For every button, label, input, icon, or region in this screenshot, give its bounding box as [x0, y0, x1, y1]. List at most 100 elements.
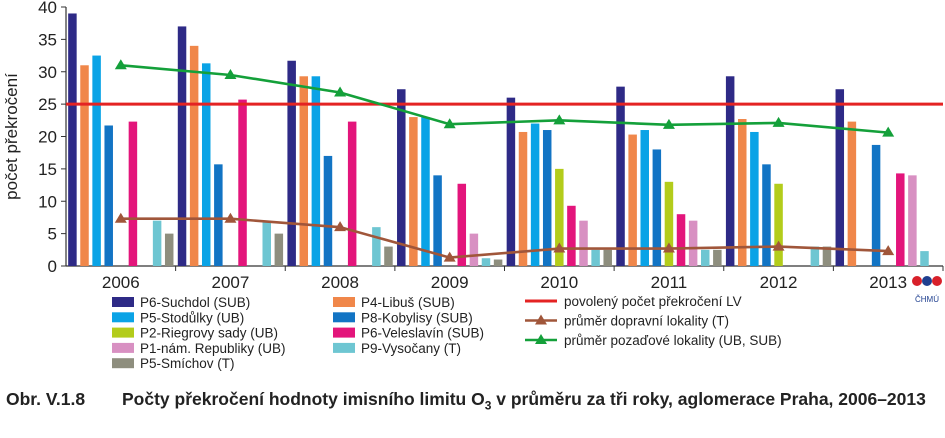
legend-swatch-p4-libus-sub: [333, 297, 355, 307]
bar-p6-veleslavin-sub-2010: [567, 205, 576, 266]
legend-swatch-p2-riegrovy-sady-ub: [112, 327, 134, 338]
chart: 0 5 10 15 20 25 30 35 40 2006 2007 2008 2009 2010 2011…: [2, 0, 944, 371]
bar-p8-kobylisy-sub-2007: [214, 164, 223, 266]
bar-p8-kobylisy-sub-2006: [104, 125, 113, 267]
bar-p5-smichov-t-2009: [493, 259, 503, 266]
bar-p5-smichov-t-2008: [384, 246, 393, 266]
bar-p5-stodulky-ub-2009: [421, 117, 430, 266]
bar-p5-stodulky-ub-2007: [201, 63, 211, 266]
bar-p6-veleslavin-sub-2011: [676, 214, 686, 266]
bar-p9-vysocany-t-2009: [481, 258, 491, 266]
bar-p4-libus-sub-2006: [80, 65, 89, 267]
bar-p5-smichov-t-2011: [713, 249, 722, 266]
bar-p5-stodulky-ub-2006: [92, 55, 101, 266]
chmu-logo: ČHMÚ: [912, 276, 942, 304]
y-tick-label: 25: [38, 95, 57, 114]
bar-p5-smichov-t-2006: [164, 233, 174, 266]
legend-label-p5-smichov-t: P5-Smíchov (T): [140, 356, 235, 371]
y-tick-label: 35: [38, 30, 57, 49]
caption-label: Obr. V.1.8: [6, 389, 86, 409]
series-lines: [66, 59, 943, 262]
bar-p4-libus-sub-2012: [738, 119, 747, 266]
x-tick-label: 2010: [540, 273, 578, 292]
marker-prumer-dopravni-lokality-t: [882, 245, 895, 256]
bars: [68, 13, 929, 267]
legend-label-prumer-dopravni-lokality-t: průměr dopravní lokality (T): [564, 314, 729, 329]
marker-prumer-pozadove-lokality-ub-sub: [443, 118, 456, 129]
y-tick-label: 30: [38, 63, 57, 82]
legend-swatch-p1-nam-republiky-ub: [112, 342, 134, 353]
bar-p4-libus-sub-2010: [518, 131, 528, 266]
bar-p6-suchdol-sub-2006: [68, 13, 77, 266]
y-tick-label: 15: [38, 160, 57, 179]
x-tick-label: 2013: [869, 273, 907, 292]
legend-marker-prumer-pozadove-lokality-ub-sub: [535, 334, 547, 344]
bar-p6-suchdol-sub-2009: [397, 89, 406, 266]
legend-marker-prumer-dopravni-lokality-t: [535, 314, 547, 325]
bar-p8-kobylisy-sub-2012: [762, 164, 771, 266]
bar-p2-riegrovy-sady-ub-2011: [664, 181, 674, 266]
marker-prumer-dopravni-lokality-t: [224, 212, 237, 223]
legend-label-p1-nam-republiky-ub: P1-nám. Republiky (UB): [140, 341, 286, 356]
legend-label-prumer-pozadove-lokality-ub-sub: průměr pozaďové lokality (UB, SUB): [564, 333, 782, 348]
marker-prumer-dopravni-lokality-t: [443, 251, 456, 262]
y-tick-label: 5: [48, 225, 57, 244]
marker-prumer-pozadove-lokality-ub-sub: [772, 116, 785, 127]
marker-prumer-dopravni-lokality-t: [334, 221, 347, 232]
x-tick-label: 2007: [212, 273, 250, 292]
bar-p8-kobylisy-sub-2009: [433, 175, 442, 266]
bar-p6-veleslavin-sub-2008: [347, 121, 357, 266]
marker-prumer-pozadove-lokality-ub-sub: [553, 114, 566, 125]
legend-label-p5-stodulky-ub: P5-Stodůlky (UB): [140, 310, 244, 325]
bar-p1-nam-republiky-ub-2011: [688, 220, 698, 266]
x-tick-label: 2009: [431, 273, 469, 292]
bar-p9-vysocany-t-2008: [372, 227, 381, 266]
bar-p8-kobylisy-sub-2008: [323, 155, 333, 266]
legend-label-p8-kobylisy-sub: P8-Kobylisy (SUB): [361, 310, 473, 325]
legend-label-p6-suchdol-sub: P6-Suchdol (SUB): [140, 295, 250, 310]
bar-p9-vysocany-t-2006: [152, 220, 162, 266]
legend-swatch-p9-vysocany-t: [333, 342, 355, 353]
figure-caption: Obr. V.1.8 Počty překročení hodnoty imis…: [6, 389, 926, 416]
bar-p9-vysocany-t-2010: [591, 249, 600, 266]
marker-prumer-dopravni-lokality-t: [662, 242, 675, 253]
bar-p9-vysocany-t-2007: [262, 220, 271, 266]
legend-label-p6-veleslavin-sub: P6-Veleslavín (SUB): [361, 326, 484, 341]
marker-prumer-dopravni-lokality-t: [772, 240, 785, 251]
marker-prumer-pozadove-lokality-ub-sub: [114, 59, 127, 70]
bar-p1-nam-republiky-ub-2009: [469, 233, 479, 266]
bar-p2-riegrovy-sady-ub-2012: [774, 183, 783, 266]
line-prumer-pozadove-lokality-ub-sub: [120, 63, 889, 134]
bar-p4-libus-sub-2009: [409, 117, 418, 266]
bar-p5-smichov-t-2010: [603, 249, 612, 266]
x-tick-label: 2012: [760, 273, 798, 292]
bar-p4-libus-sub-2008: [299, 76, 309, 266]
bar-p6-suchdol-sub-2007: [177, 26, 187, 266]
marker-prumer-dopravni-lokality-t: [114, 212, 127, 223]
legend-label-povoleny-pocet-prekroceni-lv: povolený počet překročení LV: [564, 294, 742, 309]
x-tick-label: 2011: [651, 273, 688, 292]
legend-swatch-p5-stodulky-ub: [112, 312, 134, 323]
caption-text-after: v průměru za tři roky, aglomerace Praha,…: [491, 389, 926, 409]
bar-p1-nam-republiky-ub-2013: [908, 175, 917, 266]
x-tick-label: 2006: [102, 273, 140, 292]
caption-subscript: 3: [484, 398, 492, 413]
y-tick-label: 20: [38, 128, 57, 147]
bar-p5-stodulky-ub-2012: [750, 131, 759, 266]
bar-p6-veleslavin-sub-2009: [457, 183, 467, 266]
marker-prumer-pozadove-lokality-ub-sub: [224, 68, 237, 79]
bar-p5-stodulky-ub-2011: [640, 130, 649, 266]
bar-p8-kobylisy-sub-2011: [652, 149, 662, 266]
bar-p5-smichov-t-2007: [274, 233, 284, 266]
bar-p5-stodulky-ub-2010: [530, 123, 540, 266]
bar-p5-smichov-t-2012: [822, 246, 832, 266]
marker-prumer-pozadove-lokality-ub-sub: [334, 86, 347, 97]
bar-p8-kobylisy-sub-2013: [871, 144, 881, 266]
y-tick-label: 0: [48, 257, 57, 276]
legend-label-p9-vysocany-t: P9-Vysočany (T): [361, 341, 461, 356]
bar-p8-kobylisy-sub-2010: [542, 130, 552, 266]
bar-p6-suchdol-sub-2010: [506, 97, 516, 267]
bar-p6-suchdol-sub-2011: [616, 86, 625, 266]
bar-p9-vysocany-t-2012: [810, 246, 820, 266]
bar-p4-libus-sub-2013: [847, 121, 857, 266]
